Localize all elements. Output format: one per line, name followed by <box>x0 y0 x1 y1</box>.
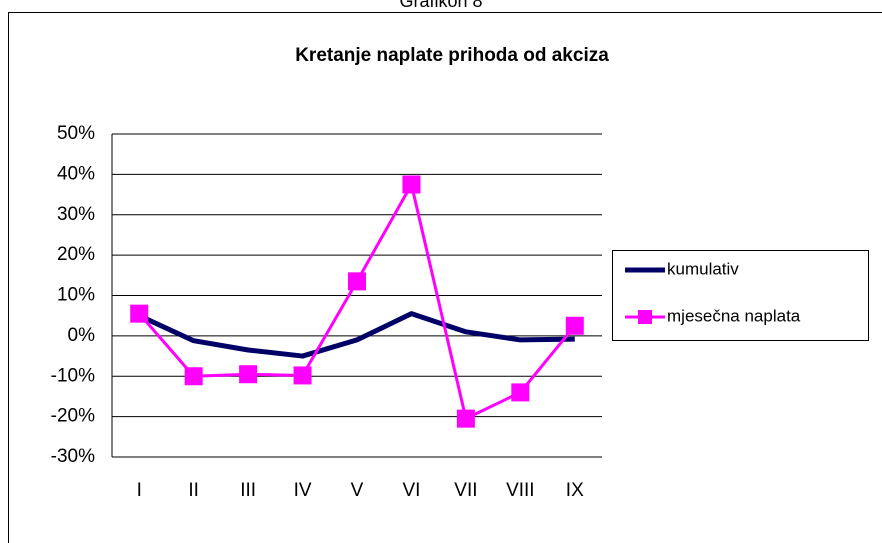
y-tick-label: 40% <box>57 163 95 184</box>
marker <box>565 316 584 335</box>
marker <box>184 367 203 386</box>
y-tick-label: -20% <box>51 406 95 427</box>
x-tick-label: V <box>351 480 364 501</box>
y-tick-label: 20% <box>57 244 95 265</box>
marker <box>348 272 366 291</box>
y-tick-label: 10% <box>57 285 95 306</box>
y-tick-label: 30% <box>57 204 95 225</box>
x-tick-label: II <box>188 480 199 501</box>
marker <box>511 383 530 402</box>
y-tick-label: -30% <box>51 446 95 467</box>
chart-frame <box>8 12 882 543</box>
chart-title: Kretanje naplate prihoda od akciza <box>295 45 609 66</box>
legend-marker <box>638 310 652 324</box>
marker <box>402 175 421 194</box>
y-tick-label: 0% <box>68 325 96 346</box>
series-line <box>138 182 576 421</box>
x-tick-label: III <box>240 480 256 501</box>
marker <box>293 366 312 385</box>
y-tick-label: -10% <box>51 365 95 386</box>
series-line <box>138 311 575 359</box>
caption: Grafikon 8 <box>399 0 482 11</box>
x-tick-label: VIII <box>506 480 535 501</box>
x-tick-label: IX <box>566 480 584 501</box>
y-tick-label: 50% <box>57 123 95 144</box>
marker <box>130 304 149 323</box>
x-tick-label: I <box>137 480 142 501</box>
legend-box <box>612 250 869 341</box>
marker <box>456 409 475 428</box>
legend-label: kumulativ <box>667 259 739 278</box>
x-tick-label: VII <box>454 480 477 501</box>
legend-label: mjesečna naplata <box>667 306 801 325</box>
x-tick-label: VI <box>402 480 420 501</box>
x-tick-label: IV <box>294 480 312 501</box>
marker <box>239 365 258 384</box>
